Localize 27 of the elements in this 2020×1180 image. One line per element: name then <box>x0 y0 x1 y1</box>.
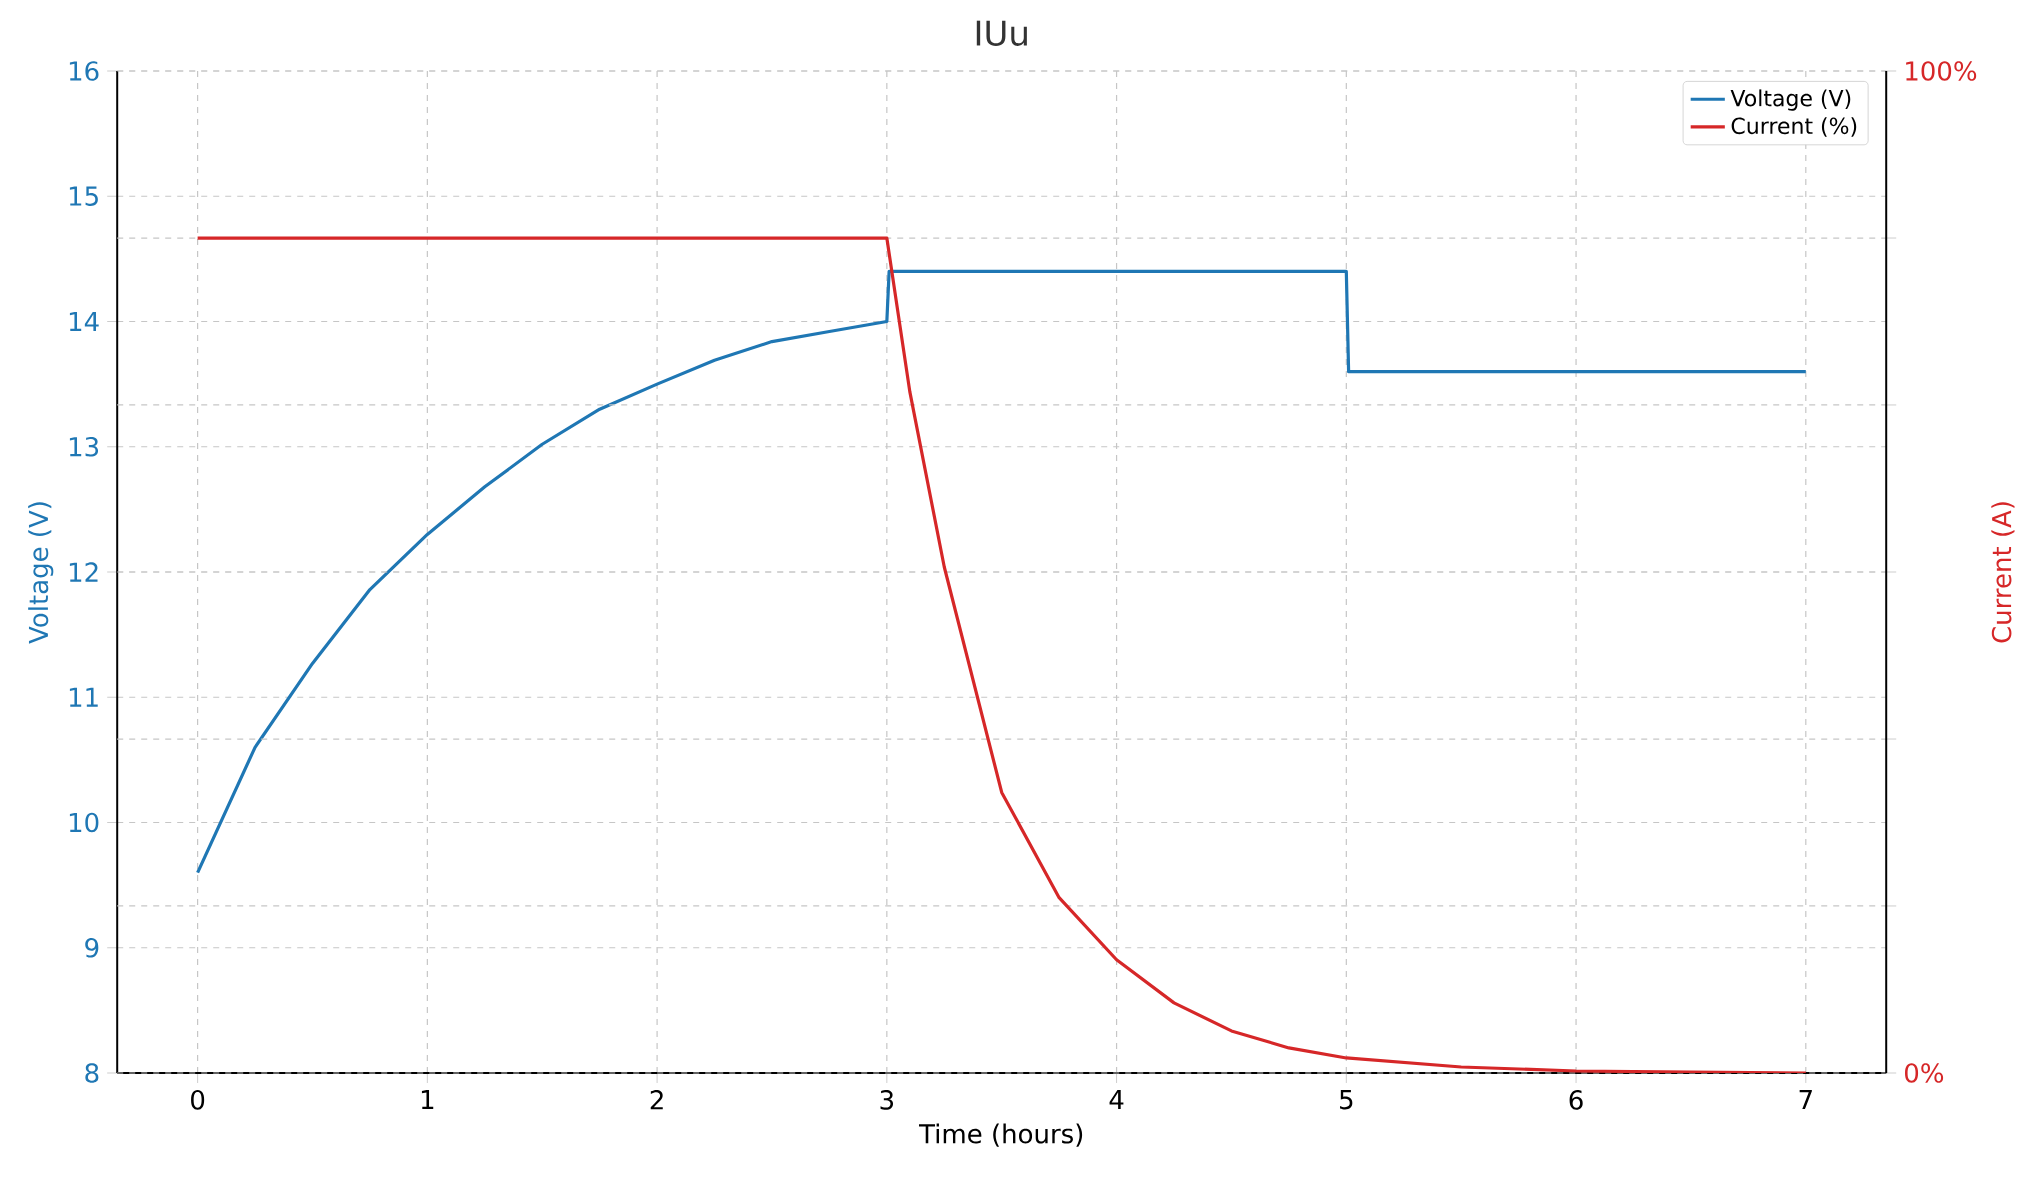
line-series <box>196 269 1808 875</box>
y-tick-label: 11 <box>69 687 98 707</box>
x-tick-label: 4 <box>1109 1090 1124 1110</box>
x-tick-label: 7 <box>1799 1090 1812 1110</box>
y-tick-label: 8 <box>85 1063 99 1083</box>
y2-axis-title: Current (A) <box>1991 502 2015 643</box>
chart-title: IUu <box>976 20 1027 46</box>
x-tick-label: 6 <box>1569 1090 1583 1110</box>
y2-tick-label: 100% <box>1906 61 1977 81</box>
x-tick-label: 5 <box>1340 1090 1353 1110</box>
y-tick-label: 14 <box>69 312 99 331</box>
y-tick-label: 12 <box>69 562 98 582</box>
y-axis-title: Voltage (V) <box>28 502 54 644</box>
y-tick-label: 16 <box>69 61 99 81</box>
x-tick-label: 3 <box>880 1090 894 1110</box>
x-tick-label: 1 <box>421 1090 434 1110</box>
line-series <box>196 236 1808 1073</box>
legend-label: Voltage (V) <box>1730 89 1851 111</box>
y-tick-label: 10 <box>69 812 99 833</box>
legend-label: Current (%) <box>1731 117 1857 137</box>
x-tick-label: 0 <box>191 1090 205 1110</box>
y-tick-label: 15 <box>69 186 98 206</box>
y2-tick-label: 0% <box>1905 1063 1944 1083</box>
x-tick-label: 2 <box>650 1090 663 1110</box>
x-axis-title: Time (hours) <box>919 1123 1083 1147</box>
y-tick-label: 9 <box>85 937 99 958</box>
y-tick-label: 13 <box>69 436 99 457</box>
